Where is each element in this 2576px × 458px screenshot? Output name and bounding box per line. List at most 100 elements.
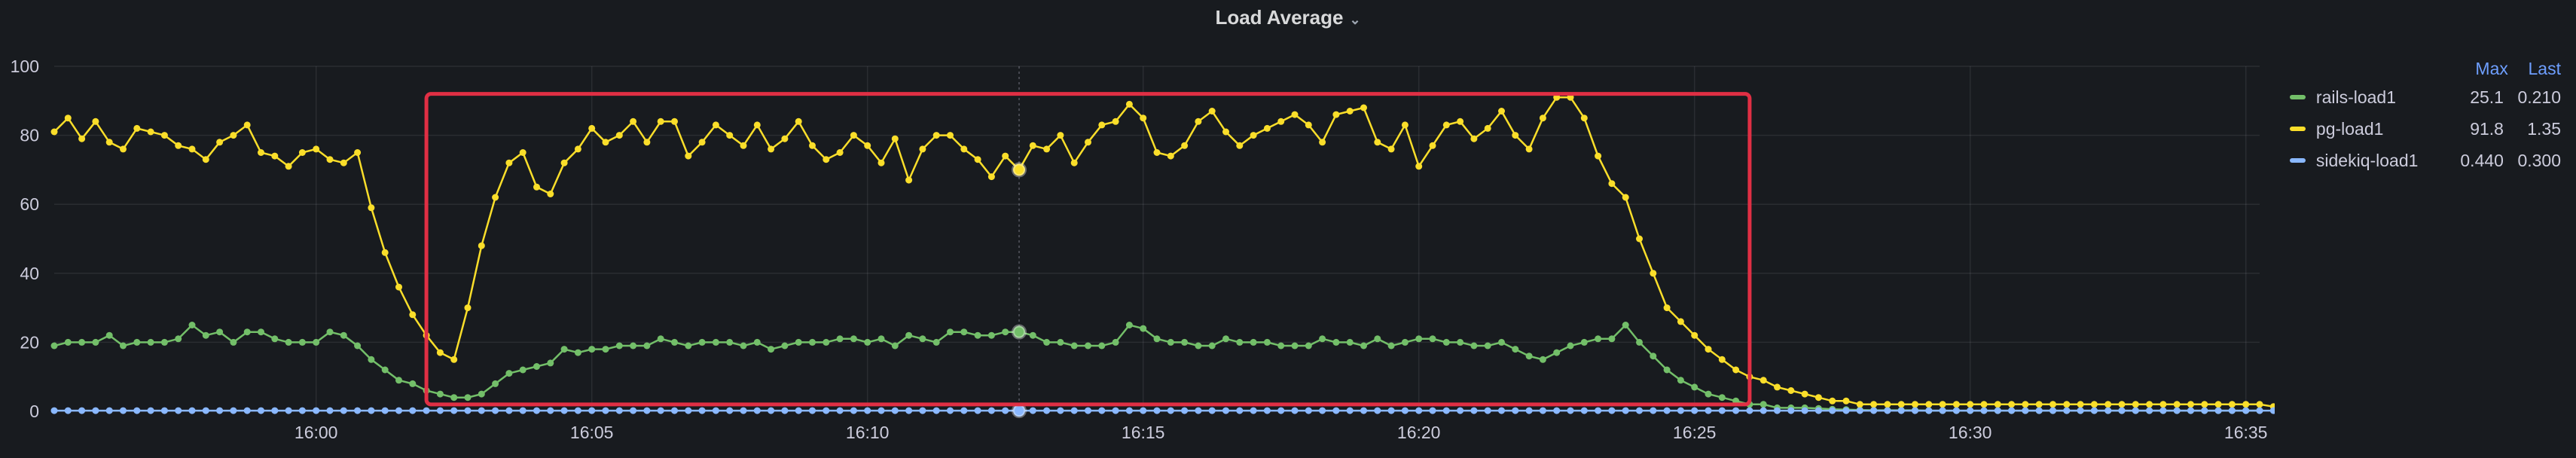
data-point-sidekiq-load1 [533, 407, 540, 414]
chevron-down-icon[interactable]: ⌄ [1349, 12, 1361, 27]
legend-last-value: 0.210 [2517, 87, 2561, 107]
data-point-pg-load1 [1580, 114, 1588, 122]
data-point-sidekiq-load1 [2146, 407, 2153, 414]
legend-last-value: 1.35 [2527, 118, 2561, 139]
data-point-pg-load1 [1181, 142, 1189, 149]
data-point-rails-load1 [175, 335, 182, 343]
data-point-sidekiq-load1 [1374, 407, 1381, 414]
data-point-rails-load1 [202, 331, 209, 339]
legend-header-last[interactable]: Last [2528, 58, 2561, 78]
data-point-rails-load1 [285, 338, 292, 346]
data-point-rails-load1 [464, 394, 472, 402]
data-point-sidekiq-load1 [2104, 407, 2112, 414]
data-point-pg-load1 [1457, 118, 1464, 125]
data-point-rails-load1 [1387, 342, 1395, 350]
data-point-rails-load1 [105, 331, 113, 339]
data-point-sidekiq-load1 [685, 407, 692, 414]
data-point-rails-load1 [368, 356, 375, 363]
data-point-rails-load1 [120, 342, 127, 350]
data-point-pg-load1 [1263, 124, 1271, 132]
data-point-pg-load1 [602, 139, 609, 146]
data-point-sidekiq-load1 [836, 407, 844, 414]
data-point-sidekiq-load1 [753, 407, 761, 414]
data-point-pg-load1 [905, 176, 913, 184]
data-point-rails-load1 [726, 338, 734, 346]
data-point-rails-load1 [877, 335, 885, 343]
x-tick-label: 16:15 [1122, 423, 1165, 442]
data-point-pg-load1 [1994, 401, 2001, 408]
data-point-pg-load1 [2050, 401, 2056, 408]
data-point-pg-load1 [1870, 401, 1878, 408]
data-point-rails-load1 [932, 338, 940, 346]
data-point-pg-load1 [533, 183, 540, 191]
data-point-sidekiq-load1 [381, 407, 389, 414]
data-point-rails-load1 [1442, 338, 1450, 346]
data-point-pg-load1 [285, 163, 292, 170]
data-point-rails-load1 [1098, 342, 1106, 350]
data-point-sidekiq-load1 [574, 407, 581, 414]
data-point-sidekiq-load1 [726, 407, 734, 414]
data-point-rails-load1 [1070, 342, 1078, 350]
data-point-pg-load1 [409, 311, 417, 319]
data-point-sidekiq-load1 [547, 407, 554, 414]
data-point-sidekiq-load1 [2173, 407, 2181, 414]
data-point-rails-load1 [905, 331, 913, 339]
data-point-rails-load1 [1498, 338, 1505, 346]
data-point-sidekiq-load1 [932, 407, 940, 414]
data-point-sidekiq-load1 [630, 407, 637, 414]
data-point-pg-load1 [50, 128, 58, 136]
data-point-sidekiq-load1 [1595, 407, 1602, 414]
data-point-pg-load1 [1085, 139, 1091, 146]
data-point-pg-load1 [615, 132, 623, 139]
y-tick-label: 0 [29, 402, 39, 421]
data-point-sidekiq-load1 [175, 407, 182, 414]
data-point-rails-load1 [354, 342, 362, 350]
data-point-pg-load1 [120, 145, 127, 153]
data-point-rails-load1 [1319, 335, 1326, 343]
data-point-sidekiq-load1 [1801, 407, 1808, 414]
legend-item-pg-load1[interactable]: pg-load1 91.8 1.35 [2290, 113, 2561, 145]
data-point-sidekiq-load1 [354, 407, 362, 414]
legend: Max Last rails-load1 25.1 0.210 pg-load1… [2290, 56, 2561, 176]
data-point-pg-load1 [781, 135, 789, 142]
data-point-pg-load1 [1153, 149, 1161, 156]
data-point-sidekiq-load1 [1387, 407, 1395, 414]
data-point-rails-load1 [671, 338, 678, 346]
data-point-pg-load1 [2008, 401, 2016, 408]
data-point-sidekiq-load1 [230, 407, 237, 414]
data-point-sidekiq-load1 [1291, 407, 1299, 414]
data-point-sidekiq-load1 [519, 407, 526, 414]
data-point-rails-load1 [1112, 338, 1119, 346]
data-point-sidekiq-load1 [258, 407, 264, 414]
data-point-rails-load1 [1346, 338, 1354, 346]
data-point-rails-load1 [160, 338, 168, 346]
data-point-pg-load1 [671, 118, 678, 125]
data-point-sidekiq-load1 [1401, 407, 1409, 414]
data-point-pg-load1 [2187, 401, 2194, 408]
data-point-rails-load1 [533, 363, 540, 370]
data-point-pg-load1 [2173, 401, 2181, 408]
data-point-sidekiq-load1 [850, 407, 857, 414]
legend-item-rails-load1[interactable]: rails-load1 25.1 0.210 [2290, 81, 2561, 113]
data-point-sidekiq-load1 [768, 407, 775, 414]
data-point-sidekiq-load1 [2090, 407, 2098, 414]
panel-title[interactable]: Load Average ⌄ [0, 6, 2576, 29]
data-point-sidekiq-load1 [1925, 407, 1933, 414]
data-point-sidekiq-load1 [1842, 407, 1850, 414]
legend-item-sidekiq-load1[interactable]: sidekiq-load1 0.440 0.300 [2290, 145, 2561, 176]
data-point-rails-load1 [1691, 383, 1699, 391]
data-point-pg-load1 [1829, 397, 1836, 405]
data-point-pg-load1 [1856, 401, 1863, 408]
data-point-rails-load1 [409, 380, 417, 387]
data-point-pg-load1 [753, 121, 761, 129]
data-point-sidekiq-load1 [947, 407, 954, 414]
data-point-pg-load1 [1098, 121, 1106, 129]
data-point-pg-load1 [1897, 401, 1905, 408]
data-point-pg-load1 [340, 159, 347, 166]
data-point-pg-load1 [1250, 132, 1257, 139]
data-point-sidekiq-load1 [368, 407, 375, 414]
data-point-sidekiq-load1 [1567, 407, 1574, 414]
data-point-sidekiq-load1 [657, 407, 664, 414]
legend-header-max[interactable]: Max [2475, 58, 2508, 78]
data-point-sidekiq-load1 [2008, 407, 2016, 414]
